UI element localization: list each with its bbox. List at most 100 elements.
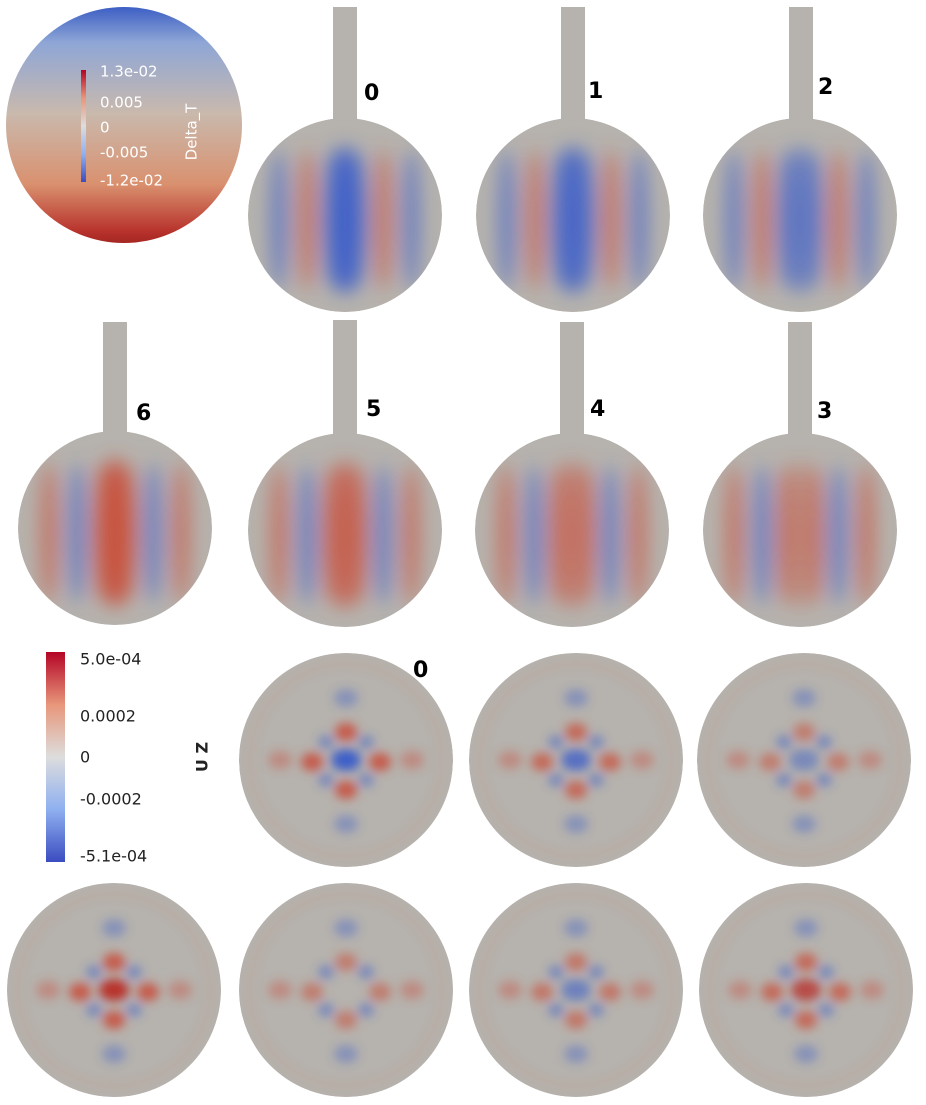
- colorbar-tick: -0.005: [100, 144, 148, 162]
- colorbar-tick: -1.2e-02: [100, 172, 163, 190]
- blobs: [268, 689, 424, 833]
- ring-blob: [588, 773, 604, 787]
- stripe: [525, 150, 545, 290]
- stripe: [804, 465, 824, 605]
- ring-blob: [778, 1003, 794, 1017]
- rim: [708, 892, 904, 1088]
- outer-blob: [630, 981, 654, 999]
- ring-blob: [369, 753, 391, 771]
- stripe: [401, 150, 421, 290]
- stripe: [524, 465, 544, 605]
- ring-blob: [795, 1011, 817, 1029]
- panel-label: 6: [136, 401, 151, 426]
- stripe: [828, 150, 848, 290]
- ring-blob: [818, 1003, 834, 1017]
- rim: [248, 662, 444, 858]
- outer-blob: [630, 751, 654, 769]
- outer-blob: [334, 1045, 358, 1063]
- temperature-panel: [248, 320, 442, 627]
- ring-blob: [358, 1003, 374, 1017]
- ring-blob: [816, 773, 832, 787]
- colorbar-tick: 0.0002: [80, 707, 136, 726]
- outer-blob: [334, 919, 358, 937]
- stripe: [600, 465, 620, 605]
- stripes: [269, 460, 421, 610]
- outer-blob: [498, 751, 522, 769]
- ring-blob: [565, 953, 587, 971]
- ring-blob: [565, 781, 587, 799]
- stripe: [67, 463, 87, 603]
- stripe: [39, 463, 59, 603]
- panel-label: 5: [366, 397, 381, 422]
- colorbar-tick: 0: [80, 748, 90, 767]
- stripes: [724, 460, 876, 610]
- outer-blob: [102, 1045, 126, 1063]
- ring-blob: [318, 965, 334, 979]
- ring-blob: [588, 735, 604, 749]
- outer-blob: [860, 981, 884, 999]
- center-blob: [789, 749, 819, 771]
- outer-blob: [268, 751, 292, 769]
- colorbar-tick: -0.0002: [80, 790, 142, 809]
- outer-blob: [794, 919, 818, 937]
- center-blob: [791, 979, 821, 1001]
- ring-blob: [599, 753, 621, 771]
- ring-blob: [776, 773, 792, 787]
- center-blob: [561, 979, 591, 1001]
- stripe: [373, 465, 393, 605]
- panel-label: 0: [364, 81, 379, 106]
- colorbar-title: Delta_T: [183, 103, 202, 161]
- ring-blob: [335, 781, 357, 799]
- ring-blob: [829, 983, 851, 1001]
- ring-blob: [531, 753, 553, 771]
- ring-blob: [358, 735, 374, 749]
- ring-blob: [126, 1003, 142, 1017]
- stripe: [724, 465, 744, 605]
- outer-blob: [268, 981, 292, 999]
- stripe: [628, 465, 648, 605]
- velocity-panel: [469, 653, 683, 867]
- blobs: [728, 919, 884, 1063]
- colorbar-tick: 5.0e-04: [80, 650, 141, 669]
- stripe: [297, 465, 317, 605]
- ring-blob: [318, 1003, 334, 1017]
- stripe: [349, 150, 369, 290]
- stripe: [828, 465, 848, 605]
- panel-label: 2: [818, 75, 833, 100]
- ring-blob: [588, 965, 604, 979]
- ring-blob: [565, 1011, 587, 1029]
- stripe: [724, 150, 744, 290]
- panel-label: 1: [588, 79, 603, 104]
- velocity-panel: [469, 883, 683, 1097]
- outer-blob: [334, 689, 358, 707]
- ring-blob: [369, 983, 391, 1001]
- center-blob: [331, 749, 361, 771]
- outer-blob: [564, 1045, 588, 1063]
- stripe: [171, 463, 191, 603]
- stripe: [143, 463, 163, 603]
- ring-blob: [358, 773, 374, 787]
- velocity-panel: [239, 883, 453, 1097]
- outer-blob: [334, 815, 358, 833]
- ring-blob: [301, 983, 323, 1001]
- colorbar-tick: 0: [100, 119, 110, 137]
- rim: [478, 662, 674, 858]
- ring-blob: [827, 753, 849, 771]
- stripes: [496, 460, 648, 610]
- temperature-panel: [703, 7, 897, 312]
- ring-blob: [358, 965, 374, 979]
- blobs: [726, 689, 882, 833]
- stripe: [601, 150, 621, 290]
- ring-blob: [318, 735, 334, 749]
- ring-blob: [816, 735, 832, 749]
- panel-label: 4: [590, 397, 605, 422]
- stripe: [804, 150, 824, 290]
- outer-blob: [792, 815, 816, 833]
- ring-blob: [531, 983, 553, 1001]
- stripes: [724, 145, 876, 295]
- stripe: [269, 465, 289, 605]
- stripe: [119, 463, 139, 603]
- panel-label: 0: [413, 658, 428, 683]
- ring-blob: [69, 983, 91, 1001]
- blobs: [268, 919, 424, 1063]
